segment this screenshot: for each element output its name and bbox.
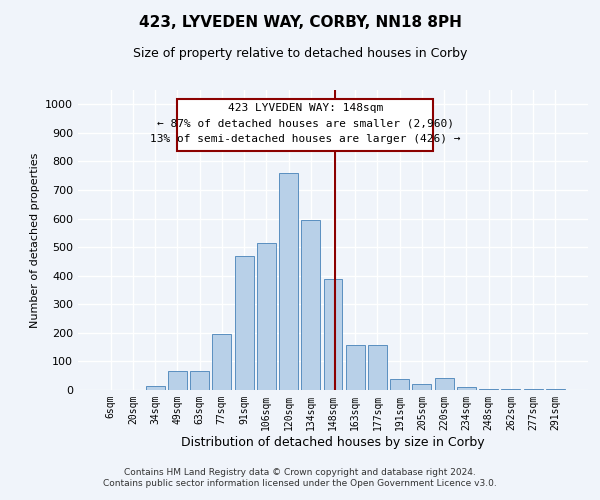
Y-axis label: Number of detached properties: Number of detached properties xyxy=(29,152,40,328)
Bar xyxy=(435,378,454,390)
Bar xyxy=(412,384,431,390)
Bar xyxy=(323,279,343,390)
Bar xyxy=(346,345,365,390)
Bar xyxy=(257,243,276,390)
Text: 423, LYVEDEN WAY, CORBY, NN18 8PH: 423, LYVEDEN WAY, CORBY, NN18 8PH xyxy=(139,15,461,30)
Text: Size of property relative to detached houses in Corby: Size of property relative to detached ho… xyxy=(133,48,467,60)
Bar xyxy=(279,174,298,390)
Bar xyxy=(190,372,209,390)
Bar xyxy=(457,387,476,390)
Text: 423 LYVEDEN WAY: 148sqm: 423 LYVEDEN WAY: 148sqm xyxy=(227,103,383,113)
Bar xyxy=(368,345,387,390)
Bar xyxy=(212,334,231,390)
FancyBboxPatch shape xyxy=(178,98,433,152)
Bar xyxy=(390,378,409,390)
Text: 13% of semi-detached houses are larger (426) →: 13% of semi-detached houses are larger (… xyxy=(150,134,460,144)
Text: Contains HM Land Registry data © Crown copyright and database right 2024.
Contai: Contains HM Land Registry data © Crown c… xyxy=(103,468,497,487)
Bar xyxy=(146,386,164,390)
Text: ← 87% of detached houses are smaller (2,960): ← 87% of detached houses are smaller (2,… xyxy=(157,118,454,128)
X-axis label: Distribution of detached houses by size in Corby: Distribution of detached houses by size … xyxy=(181,436,485,448)
Bar xyxy=(235,256,254,390)
Bar xyxy=(168,372,187,390)
Bar xyxy=(301,220,320,390)
